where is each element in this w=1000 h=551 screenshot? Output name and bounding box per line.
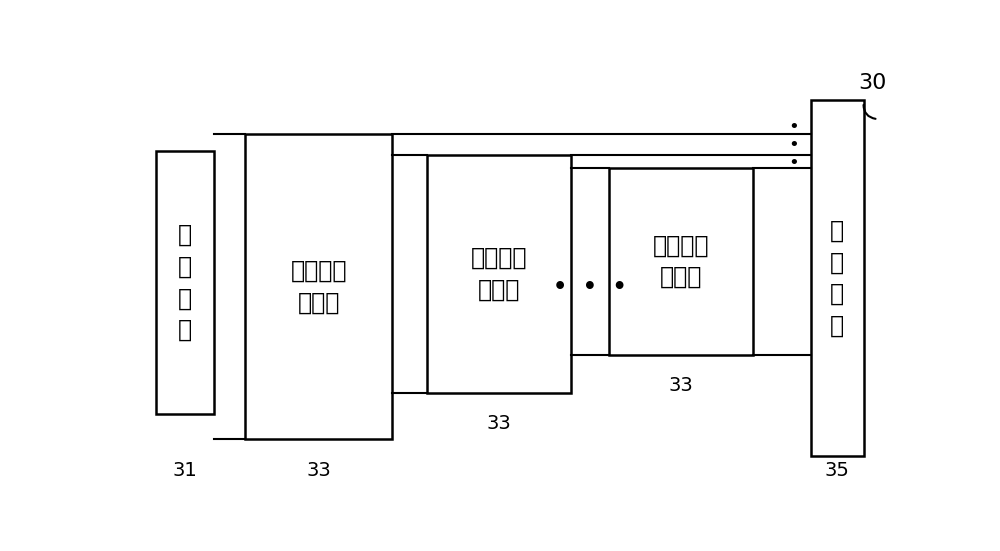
- Bar: [609, 168, 753, 355]
- Text: 33: 33: [306, 461, 331, 480]
- Text: •  •  •: • • •: [553, 277, 627, 297]
- Bar: [427, 155, 571, 393]
- Text: 子神经网
络系统: 子神经网 络系统: [653, 234, 709, 289]
- Text: 子神经网
络系统: 子神经网 络系统: [471, 246, 527, 302]
- Text: 输
出
单
元: 输 出 单 元: [830, 219, 844, 338]
- Text: 30: 30: [859, 73, 887, 93]
- Text: 31: 31: [173, 461, 197, 480]
- Bar: [811, 100, 864, 456]
- Text: 33: 33: [669, 376, 693, 395]
- Bar: [245, 134, 392, 440]
- Text: 子神经网
络系统: 子神经网 络系统: [290, 259, 347, 315]
- Bar: [156, 151, 214, 414]
- Text: •
•
•: • • •: [788, 117, 799, 171]
- Text: 输
入
单
元: 输 入 单 元: [178, 223, 192, 342]
- Text: 35: 35: [825, 461, 850, 480]
- Text: 33: 33: [487, 414, 511, 433]
